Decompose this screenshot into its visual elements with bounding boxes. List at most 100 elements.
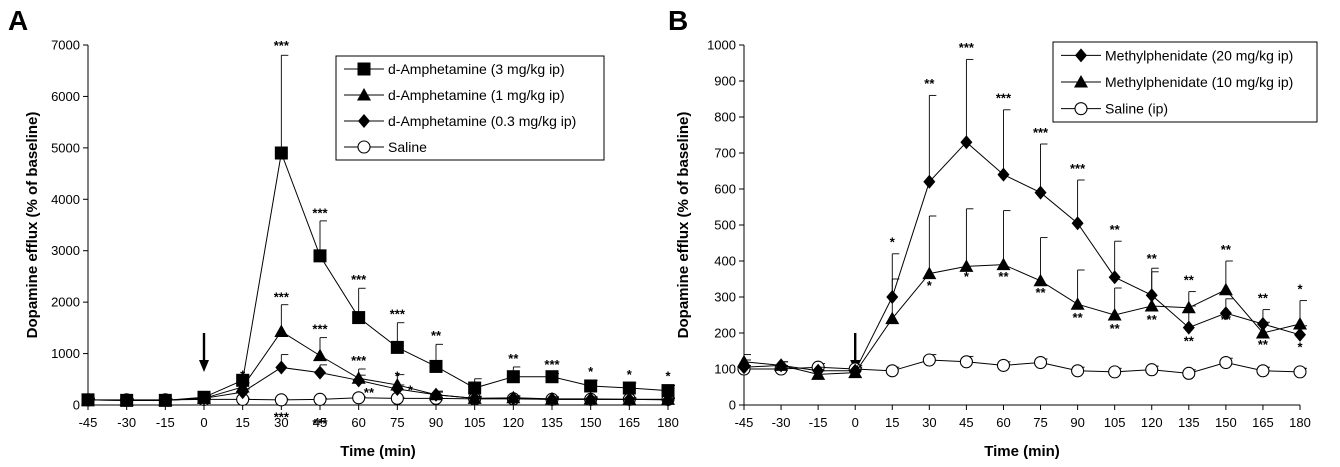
significance-label: ** [1035,285,1046,300]
x-tick-label: 165 [618,415,640,430]
panel-letter: A [8,5,28,36]
data-point [886,290,899,304]
y-tick-label: 0 [729,398,736,413]
y-tick-label: 3000 [51,243,80,258]
data-point [661,392,675,405]
legend-marker [1074,102,1088,116]
significance-label: ** [508,351,519,366]
legend-label: Methylphenidate (10 mg/kg ip) [1105,74,1293,90]
x-tick-label: 15 [885,415,899,430]
y-tick-label: 2000 [51,295,80,310]
data-point [1145,288,1158,303]
significance-label: ** [364,385,375,400]
data-point [1033,273,1048,287]
data-point [1145,363,1159,377]
x-tick-label: 75 [390,415,404,430]
significance-label: ** [1110,321,1121,336]
significance-label: * [395,368,401,383]
data-point [922,266,937,280]
data-point [429,387,443,401]
legend-marker [1075,48,1087,63]
significance-label: ** [1221,242,1232,257]
x-axis-title: Time (min) [984,443,1060,460]
x-tick-label: 60 [351,415,365,430]
significance-label: * [890,235,896,250]
y-tick-label: 0 [73,398,80,413]
x-tick-label: -45 [79,415,98,430]
significance-label: ** [998,269,1009,284]
significance-label: *** [996,91,1012,106]
significance-label: ** [1184,334,1195,349]
legend: Methylphenidate (20 mg/kg ip) Methylpheni… [1052,41,1318,123]
legend-label: d-Amphetamine (3 mg/kg ip) [388,61,565,77]
significance-label: *** [959,40,975,55]
significance-label: *** [1033,125,1049,140]
series-line [744,359,1301,374]
data-point [274,146,288,160]
y-tick-label: 200 [714,326,736,341]
significance-label: * [665,368,671,383]
y-tick-label: 5000 [51,140,80,155]
x-tick-label: 120 [1141,415,1163,430]
data-point [1293,317,1307,330]
data-point [775,358,788,373]
data-point [314,365,326,380]
significance-label: ** [1184,272,1195,287]
data-point [996,257,1011,271]
series-line [743,141,1301,372]
significance-label: *** [544,357,560,372]
data-point [313,249,327,263]
x-tick-label: 15 [235,415,249,430]
legend-label: Methylphenidate (20 mg/kg ip) [1105,47,1293,63]
legend-marker [358,114,370,128]
x-tick-label: 90 [1070,415,1084,430]
series-1 [737,208,1307,380]
legend-label: d-Amphetamine (1 mg/kg ip) [388,87,565,103]
x-tick-label: 135 [1178,415,1200,430]
data-point [275,360,288,375]
significance-label: ** [1258,290,1269,305]
data-point [922,353,936,367]
data-point [1256,364,1270,378]
data-point [1144,299,1159,312]
significance-label: * [588,364,594,379]
data-point [1219,306,1232,321]
data-point [849,363,862,378]
x-tick-label: 105 [1104,415,1126,430]
x-tick-label: 105 [464,415,486,430]
data-point [274,324,289,337]
x-tick-label: 45 [959,415,973,430]
y-tick-label: 4000 [51,192,80,207]
data-point [468,381,482,395]
data-point [1219,355,1233,370]
y-tick-label: 300 [714,290,736,305]
data-point [197,390,211,404]
legend-label: Saline (ip) [1105,101,1168,117]
data-point [584,379,598,393]
series-0 [738,58,1307,378]
series-2 [737,353,1307,380]
significance-label: *** [1070,161,1086,176]
significance-label: * [927,278,933,293]
legend-marker [357,88,371,101]
y-tick-label: 600 [714,182,736,197]
data-point [738,360,750,375]
data-point [885,311,900,325]
significance-label: ** [1073,310,1084,325]
data-point [1293,365,1307,379]
data-point [997,167,1010,182]
data-point [622,381,636,395]
data-point [959,259,974,272]
significance-label: ** [1258,337,1269,352]
data-point [960,135,973,150]
x-tick-label: 75 [1033,415,1047,430]
legend-marker [357,62,371,76]
data-point [661,384,675,398]
y-tick-label: 900 [714,74,736,89]
significance-label: ** [1147,312,1158,327]
significance-label: ** [1221,312,1232,327]
data-point [1070,297,1085,310]
data-point [351,371,366,384]
